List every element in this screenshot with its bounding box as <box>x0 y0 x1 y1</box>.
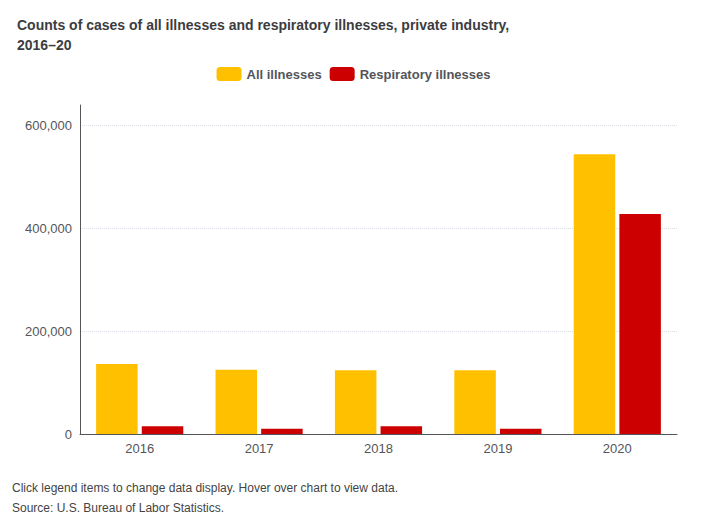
svg-text:Click legend items to change d: Click legend items to change data displa… <box>12 481 398 495</box>
svg-text:0: 0 <box>65 427 72 442</box>
svg-text:600,000: 600,000 <box>25 118 72 133</box>
svg-text:200,000: 200,000 <box>25 324 72 339</box>
svg-text:2016–20: 2016–20 <box>17 37 72 53</box>
svg-text:2016: 2016 <box>125 441 154 456</box>
svg-text:2017: 2017 <box>245 441 274 456</box>
svg-text:2020: 2020 <box>603 441 632 456</box>
svg-text:2019: 2019 <box>483 441 512 456</box>
svg-text:2018: 2018 <box>364 441 393 456</box>
svg-text:All illnesses: All illnesses <box>247 67 322 82</box>
svg-text:400,000: 400,000 <box>25 221 72 236</box>
svg-text:Respiratory illnesses: Respiratory illnesses <box>360 67 491 82</box>
svg-text:Counts of cases of all illness: Counts of cases of all illnesses and res… <box>17 17 509 33</box>
svg-text:Source: U.S. Bureau of Labor S: Source: U.S. Bureau of Labor Statistics. <box>12 501 224 515</box>
